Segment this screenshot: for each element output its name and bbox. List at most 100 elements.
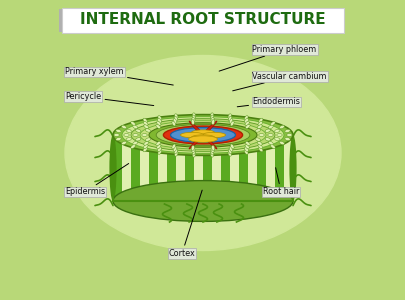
Text: Root hair: Root hair	[262, 168, 298, 196]
Ellipse shape	[65, 56, 340, 250]
Bar	[122, 135, 131, 201]
Ellipse shape	[158, 116, 161, 121]
Bar	[131, 135, 140, 201]
Ellipse shape	[143, 147, 147, 152]
FancyBboxPatch shape	[62, 8, 343, 33]
Bar	[239, 135, 247, 201]
Ellipse shape	[163, 126, 242, 144]
Ellipse shape	[174, 116, 177, 122]
Ellipse shape	[255, 138, 260, 141]
Ellipse shape	[188, 121, 217, 149]
Bar	[256, 135, 265, 201]
Ellipse shape	[192, 149, 195, 155]
Ellipse shape	[115, 129, 121, 133]
Ellipse shape	[130, 122, 135, 125]
Ellipse shape	[267, 134, 273, 136]
Ellipse shape	[264, 129, 270, 132]
Text: Endodermis: Endodermis	[237, 98, 300, 107]
Ellipse shape	[121, 125, 126, 129]
Bar	[113, 135, 292, 201]
Ellipse shape	[130, 145, 135, 148]
Ellipse shape	[229, 118, 232, 124]
Ellipse shape	[192, 131, 197, 132]
Ellipse shape	[143, 118, 147, 123]
Ellipse shape	[170, 128, 235, 142]
Ellipse shape	[149, 123, 256, 147]
Ellipse shape	[143, 141, 148, 145]
Ellipse shape	[257, 125, 262, 129]
Ellipse shape	[229, 146, 232, 152]
Ellipse shape	[214, 136, 219, 137]
Ellipse shape	[192, 138, 197, 139]
Ellipse shape	[135, 129, 141, 132]
Text: Primary xylem: Primary xylem	[65, 68, 173, 85]
Ellipse shape	[210, 152, 213, 157]
Bar	[113, 135, 121, 201]
Ellipse shape	[113, 181, 292, 221]
Ellipse shape	[284, 137, 290, 141]
Ellipse shape	[230, 121, 234, 126]
Ellipse shape	[279, 141, 284, 145]
Ellipse shape	[191, 130, 214, 135]
Bar	[284, 135, 292, 201]
Ellipse shape	[186, 136, 191, 137]
Ellipse shape	[158, 149, 161, 154]
Ellipse shape	[200, 131, 205, 132]
Ellipse shape	[244, 147, 248, 152]
Ellipse shape	[244, 149, 247, 154]
Ellipse shape	[191, 119, 194, 124]
Ellipse shape	[245, 124, 249, 129]
Bar	[220, 135, 230, 201]
Ellipse shape	[173, 146, 176, 152]
Ellipse shape	[191, 135, 214, 140]
Ellipse shape	[258, 134, 264, 136]
Ellipse shape	[244, 118, 248, 123]
Ellipse shape	[174, 114, 177, 119]
Ellipse shape	[268, 125, 273, 129]
Ellipse shape	[200, 138, 205, 139]
Ellipse shape	[257, 141, 262, 145]
Ellipse shape	[126, 138, 131, 141]
Ellipse shape	[244, 116, 247, 121]
Ellipse shape	[171, 144, 175, 149]
Ellipse shape	[145, 138, 150, 141]
Ellipse shape	[156, 124, 249, 146]
Ellipse shape	[286, 134, 291, 136]
Ellipse shape	[170, 128, 235, 142]
Ellipse shape	[121, 141, 126, 145]
Ellipse shape	[276, 134, 281, 136]
Ellipse shape	[156, 141, 160, 146]
Ellipse shape	[174, 148, 177, 154]
Ellipse shape	[135, 138, 141, 141]
Ellipse shape	[274, 129, 279, 132]
Ellipse shape	[255, 129, 260, 132]
Ellipse shape	[257, 144, 262, 148]
Ellipse shape	[257, 122, 262, 126]
Ellipse shape	[141, 134, 147, 136]
Ellipse shape	[173, 118, 176, 124]
Ellipse shape	[188, 136, 217, 142]
Ellipse shape	[211, 119, 214, 124]
Ellipse shape	[156, 124, 160, 129]
Text: Epidermis: Epidermis	[65, 164, 128, 196]
Ellipse shape	[126, 129, 131, 132]
Ellipse shape	[208, 131, 213, 132]
Ellipse shape	[245, 121, 249, 126]
Ellipse shape	[230, 144, 234, 149]
Ellipse shape	[183, 134, 189, 136]
Ellipse shape	[192, 117, 194, 122]
Bar	[265, 135, 274, 201]
Ellipse shape	[171, 121, 175, 126]
Text: Cortex: Cortex	[168, 190, 202, 258]
Ellipse shape	[115, 137, 121, 141]
Ellipse shape	[279, 125, 284, 129]
Ellipse shape	[143, 122, 148, 126]
Ellipse shape	[156, 144, 160, 149]
Ellipse shape	[210, 113, 213, 118]
Ellipse shape	[145, 129, 150, 132]
Ellipse shape	[192, 148, 194, 153]
Ellipse shape	[192, 115, 195, 121]
Ellipse shape	[258, 118, 262, 123]
Ellipse shape	[228, 151, 231, 156]
Ellipse shape	[157, 118, 161, 123]
